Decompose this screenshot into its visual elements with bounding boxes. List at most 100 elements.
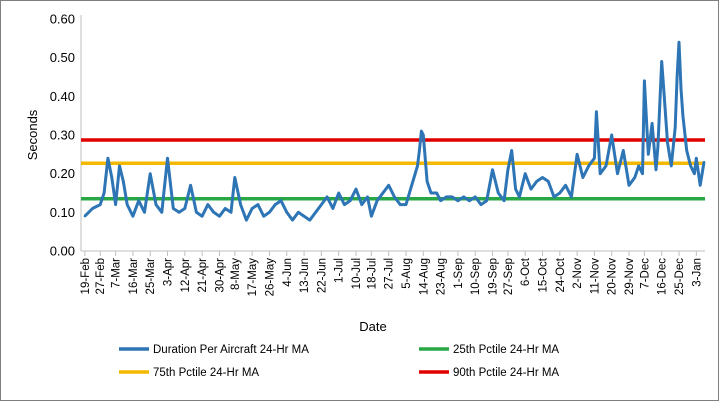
x-tick-label: 6-Oct <box>520 257 532 286</box>
data-point <box>343 203 346 206</box>
data-point <box>381 191 385 195</box>
data-point <box>206 203 210 206</box>
legend-entry: 90th Pctile 24-Hr MA <box>453 367 559 379</box>
data-point <box>416 164 419 168</box>
data-point <box>314 211 317 214</box>
data-point <box>593 157 596 160</box>
data-point <box>595 110 598 114</box>
y-tick-label: 0.00 <box>50 244 75 259</box>
x-tick-label: 8-May <box>230 258 242 290</box>
data-point <box>256 203 260 206</box>
x-axis: 19-Feb 27-Feb 7-Mar 16-Mar 25-Mar 3-Apr 12-Apr… <box>80 250 705 296</box>
data-point <box>143 211 146 214</box>
x-tick-label: 1-Jul <box>334 258 346 283</box>
data-point <box>445 195 448 199</box>
data-point <box>491 168 494 171</box>
x-tick-label: 2-Nov <box>572 258 584 289</box>
data-point <box>693 172 696 175</box>
data-point <box>518 195 521 199</box>
data-point <box>404 203 408 206</box>
data-point <box>195 211 198 214</box>
data-point <box>118 164 121 168</box>
data-point <box>229 211 233 214</box>
data-point <box>285 211 288 214</box>
y-tick-label: 0.10 <box>50 205 75 220</box>
x-tick-label: 30-Apr <box>214 258 226 293</box>
data-point <box>468 199 471 202</box>
data-point <box>224 207 227 210</box>
y-tick-label: 0.40 <box>50 89 75 104</box>
data-point <box>239 203 242 206</box>
legend: Duration Per Aircraft 24-Hr MA 25th Pctil… <box>119 344 559 379</box>
data-point <box>524 172 527 175</box>
data-point <box>510 149 513 152</box>
data-point <box>647 153 650 156</box>
data-point <box>320 203 323 206</box>
data-point <box>622 149 625 152</box>
data-point <box>200 215 204 218</box>
data-point <box>154 203 158 206</box>
data-point <box>250 207 254 210</box>
data-point <box>177 211 181 214</box>
data-point <box>616 172 619 175</box>
data-point <box>673 126 677 129</box>
data-point <box>160 211 163 214</box>
data-point <box>360 203 363 206</box>
data-point <box>581 176 585 179</box>
data-point <box>183 207 187 210</box>
data-point <box>570 195 573 199</box>
data-point <box>650 122 654 125</box>
data-point <box>529 187 533 191</box>
data-point <box>666 141 669 144</box>
data-point <box>279 199 283 202</box>
y-tick-label: 0.50 <box>50 50 75 65</box>
x-tick-label: 25-Mar <box>145 258 157 295</box>
data-point <box>331 207 335 210</box>
data-point <box>535 180 538 183</box>
data-point <box>91 207 94 210</box>
data-point <box>262 215 265 218</box>
y-axis-label: Seconds <box>25 109 40 160</box>
x-tick-label: 25-Dec <box>674 258 686 295</box>
data-point <box>474 195 477 199</box>
x-tick-label: 3-Jan <box>691 258 703 287</box>
data-point <box>106 157 110 160</box>
data-point <box>679 87 683 90</box>
data-point <box>375 199 379 202</box>
x-tick-label: 21-Apr <box>197 258 209 293</box>
data-point <box>702 160 706 164</box>
data-point <box>698 184 702 187</box>
data-point <box>541 176 544 179</box>
data-point <box>274 203 277 206</box>
x-tick-label: 19-Sep <box>488 258 500 295</box>
data-point <box>189 184 192 187</box>
data-point <box>575 153 579 156</box>
data-point <box>268 211 271 214</box>
data-point <box>245 218 248 222</box>
data-point <box>291 218 294 222</box>
data-point <box>641 172 644 175</box>
data-point <box>233 176 237 179</box>
data-point <box>558 191 562 195</box>
data-point <box>502 199 506 202</box>
data-point <box>479 203 483 206</box>
data-point <box>587 164 590 168</box>
data-point <box>354 187 358 191</box>
data-point <box>689 164 692 168</box>
data-point <box>399 203 402 206</box>
x-tick-label: 4-Jun <box>282 258 294 287</box>
data-point <box>456 199 460 202</box>
data-point <box>131 215 135 218</box>
data-point <box>564 184 567 187</box>
x-tick-label: 10-Jul <box>351 258 363 289</box>
x-tick-label: 7-Dec <box>639 258 651 289</box>
data-point <box>643 79 646 83</box>
data-point <box>598 172 602 175</box>
x-tick-label: 27-Jul <box>384 258 396 289</box>
data-point <box>670 164 673 168</box>
legend-entry: 25th Pctile 24-Hr MA <box>453 344 559 356</box>
series-line <box>83 40 706 222</box>
data-point <box>297 211 300 214</box>
data-point <box>349 199 352 202</box>
x-tick-label: 23-Aug <box>436 258 448 295</box>
